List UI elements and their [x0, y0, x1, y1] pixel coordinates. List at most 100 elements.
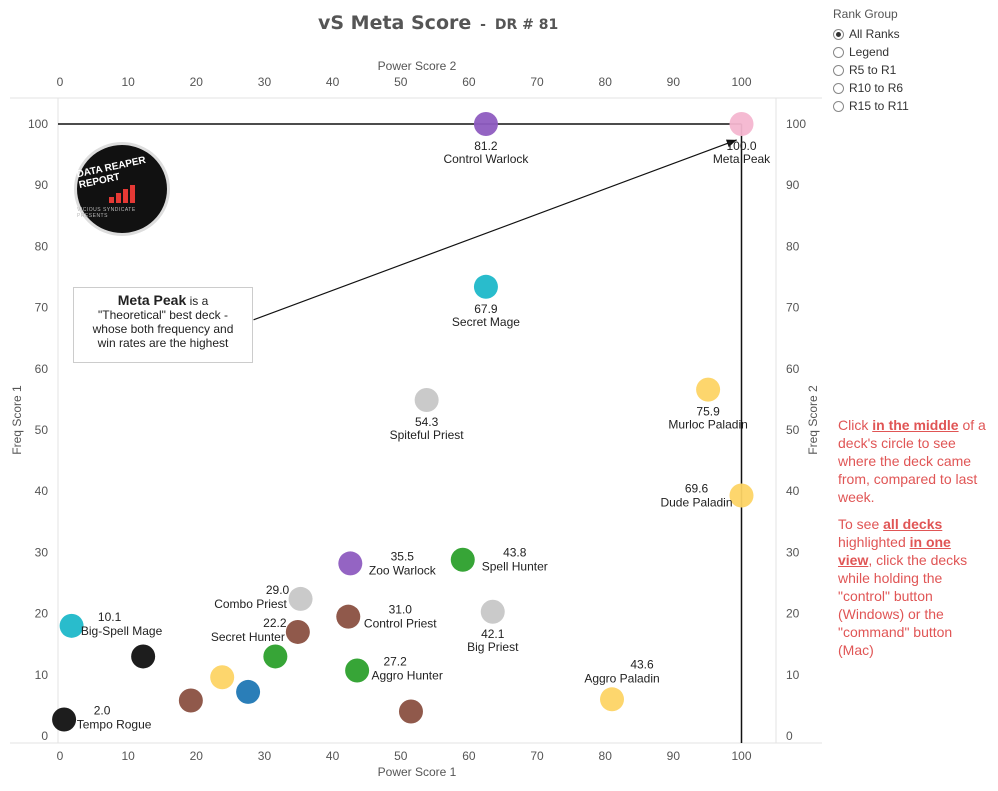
x-tick-label-top: 10 — [121, 75, 135, 89]
help-text-span: , click the decks while holding the "con… — [838, 552, 968, 658]
rank-option-all-ranks[interactable]: All Ranks — [833, 25, 909, 43]
logo-subtext: VICIOUS SYNDICATE PRESENTS — [77, 206, 136, 219]
deck-point-control-priest — [336, 604, 361, 629]
deck-score-label: 29.0 — [266, 583, 290, 597]
x-tick-label-bottom: 80 — [599, 749, 613, 763]
rank-option-label: R15 to R11 — [849, 99, 909, 113]
annotation-arrow-line — [253, 139, 737, 321]
info-line2: "Theoretical" best deck - — [98, 308, 228, 322]
x-tick-label-top: 80 — [599, 75, 613, 89]
radio-icon[interactable] — [833, 82, 844, 94]
x-tick-label-bottom: 10 — [121, 749, 135, 763]
y-tick-label-right: 90 — [786, 178, 800, 192]
rank-option-r15-r11[interactable]: R15 to R11 — [833, 97, 909, 115]
x-tick-label-top: 100 — [731, 75, 751, 89]
y-tick-label-left: 60 — [35, 362, 49, 376]
x-tick-label-bottom: 30 — [258, 749, 272, 763]
chart-title: vS Meta Score - DR # 81 — [318, 12, 558, 34]
deck-score-label: 35.5 — [391, 549, 415, 563]
help-text-span: To see — [838, 516, 884, 532]
x-tick-label-bottom: 100 — [731, 749, 751, 763]
help-paragraph-2: To see all decks highlighted in one view… — [838, 515, 988, 659]
annotation-arrow-head — [725, 139, 737, 148]
y-tick-label-right: 50 — [786, 423, 800, 437]
deck-score-label: 27.2 — [383, 655, 407, 669]
deck-point-unlabeled — [398, 699, 423, 724]
deck-name-label: Murloc Paladin — [668, 418, 747, 432]
deck-point-tempo-rogue — [52, 707, 77, 732]
help-text-span: Click — [838, 417, 873, 433]
deck-point-murloc-paladin — [696, 377, 721, 402]
x-tick-label-top: 40 — [326, 75, 340, 89]
help-paragraph-1: Click in the middle of a deck's circle t… — [838, 416, 988, 506]
deck-score-label: 69.6 — [685, 481, 709, 495]
rank-group-filter: Rank Group All Ranks Legend R5 to R1 R10… — [833, 7, 909, 115]
y-tick-label-left: 70 — [35, 301, 49, 315]
radio-icon[interactable] — [833, 46, 844, 58]
deck-score-label: 2.0 — [94, 703, 111, 717]
rank-option-r10-r6[interactable]: R10 to R6 — [833, 79, 909, 97]
deck-score-label: 100.0 — [726, 139, 756, 153]
x-tick-label-top: 50 — [394, 75, 408, 89]
y-tick-label-right: 80 — [786, 239, 800, 253]
deck-name-label: Control Warlock — [443, 152, 529, 166]
title-main: vS Meta Score — [318, 12, 472, 34]
deck-point-unlabeled — [131, 644, 156, 669]
data-reaper-logo: DATA REAPER REPORT VICIOUS SYNDICATE PRE… — [74, 142, 170, 236]
help-text: Click in the middle of a deck's circle t… — [838, 416, 988, 668]
y-tick-label-left: 80 — [35, 239, 49, 253]
deck-name-label: Combo Priest — [214, 597, 287, 611]
deck-score-label: 31.0 — [389, 603, 413, 617]
help-emphasis: all decks — [883, 516, 943, 532]
deck-point-zoo-warlock — [338, 551, 363, 576]
deck-point-combo-priest — [288, 586, 313, 611]
meta-peak-info-box: Meta Peak is a "Theoretical" best deck -… — [73, 287, 253, 363]
logo-bars-icon — [109, 184, 135, 203]
deck-point-dude-paladin — [729, 483, 754, 508]
radio-icon[interactable] — [833, 28, 844, 40]
rank-option-label: R10 to R6 — [849, 81, 904, 95]
deck-point-meta-peak — [729, 112, 754, 136]
deck-name-label: Secret Mage — [452, 315, 520, 329]
rank-group-heading: Rank Group — [833, 7, 898, 21]
x-tick-label-bottom: 50 — [394, 749, 408, 763]
deck-score-label: 54.3 — [415, 415, 439, 429]
y-tick-label-right: 40 — [786, 484, 800, 498]
rank-option-r5-r1[interactable]: R5 to R1 — [833, 61, 909, 79]
deck-name-label: Control Priest — [364, 617, 437, 631]
y-tick-label-left: 90 — [35, 178, 49, 192]
deck-name-label: Big-Spell Mage — [81, 624, 163, 638]
x-axis-title-top: Power Score 2 — [378, 59, 457, 73]
deck-point-unlabeled — [210, 665, 235, 690]
radio-icon[interactable] — [833, 64, 844, 76]
x-tick-label-bottom: 40 — [326, 749, 340, 763]
deck-name-label: Meta Peak — [713, 152, 771, 166]
y-tick-label-right: 10 — [786, 668, 800, 682]
deck-point-control-warlock — [473, 112, 498, 136]
help-text-span: of a deck's circle to see where the deck… — [838, 417, 986, 505]
x-axis-title-bottom: Power Score 1 — [378, 765, 457, 779]
x-tick-label-bottom: 60 — [462, 749, 476, 763]
y-tick-label-right: 70 — [786, 301, 800, 315]
y-tick-label-left: 20 — [35, 607, 49, 621]
title-sub: DR # 81 — [494, 17, 559, 33]
deck-name-label: Dude Paladin — [660, 495, 732, 509]
deck-name-label: Spiteful Priest — [390, 428, 465, 442]
y-axis-title-left: Freq Score 1 — [10, 385, 24, 455]
x-tick-label-bottom: 70 — [530, 749, 544, 763]
deck-name-label: Secret Hunter — [211, 630, 285, 644]
rank-option-legend[interactable]: Legend — [833, 43, 909, 61]
deck-name-label: Spell Hunter — [482, 560, 548, 574]
info-line4: win rates are the highest — [97, 336, 229, 350]
y-tick-label-left: 0 — [41, 729, 48, 743]
deck-point-spell-hunter — [450, 547, 475, 572]
deck-name-label: Aggro Paladin — [584, 671, 659, 685]
y-tick-label-left: 100 — [28, 117, 48, 131]
rank-option-label: All Ranks — [849, 27, 900, 41]
rank-option-label: R5 to R1 — [849, 63, 897, 77]
deck-name-label: Zoo Warlock — [369, 563, 437, 577]
deck-point-unlabeled — [263, 644, 288, 669]
x-tick-label-top: 30 — [258, 75, 272, 89]
radio-icon[interactable] — [833, 100, 844, 112]
